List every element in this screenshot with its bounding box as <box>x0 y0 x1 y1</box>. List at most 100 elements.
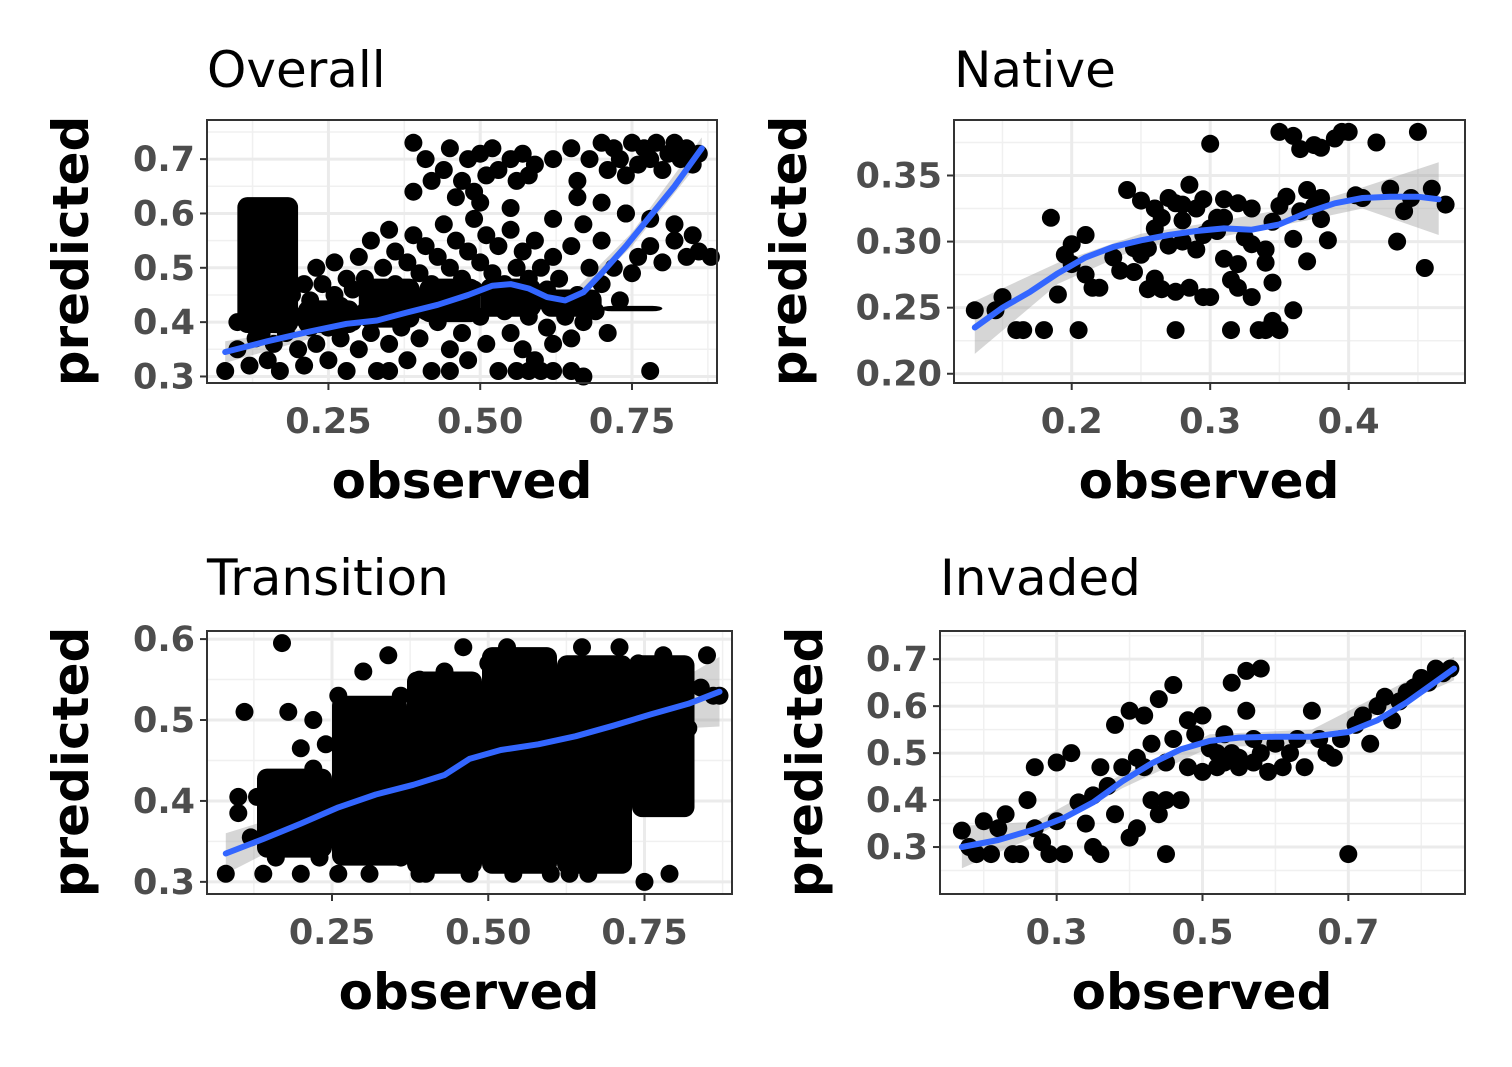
data-point <box>343 280 362 299</box>
data-point <box>993 288 1012 307</box>
x-axis-label: observed <box>1072 963 1333 1021</box>
data-point <box>573 638 591 657</box>
data-point <box>701 247 720 266</box>
data-point <box>1422 179 1441 198</box>
point-cloud-block <box>482 647 557 874</box>
data-point <box>1215 249 1233 268</box>
data-point <box>616 166 635 185</box>
data-point <box>1194 190 1213 209</box>
data-point <box>319 351 338 370</box>
data-point <box>982 845 1000 864</box>
data-point <box>428 247 447 266</box>
data-point <box>598 686 616 705</box>
data-point <box>1408 122 1427 141</box>
data-point <box>523 783 541 802</box>
data-point <box>379 646 398 665</box>
data-point <box>1228 255 1247 274</box>
data-point <box>1312 138 1330 157</box>
data-point <box>264 307 283 326</box>
data-point <box>273 634 291 653</box>
y-tick-label: 0.6 <box>133 620 195 660</box>
data-point <box>341 804 360 823</box>
y-tick-label: 0.4 <box>133 782 195 822</box>
data-point <box>1076 265 1095 284</box>
axis-ticks: 0.2 0.3 0.4 0.20 0.25 0.30 0.35 <box>856 157 1380 442</box>
data-point <box>1201 288 1220 307</box>
data-point <box>254 864 273 883</box>
axis-ticks: 0.25 0.50 0.75 0.3 0.4 0.5 0.6 <box>133 620 688 953</box>
data-point <box>538 318 556 337</box>
data-point <box>965 301 984 320</box>
smooth-line-path <box>971 193 1442 331</box>
data-point <box>1193 706 1212 725</box>
data-point <box>1298 181 1317 199</box>
panel-title: Transition <box>206 549 449 607</box>
y-tick-label: 0.25 <box>856 289 942 329</box>
data-point <box>525 231 544 250</box>
data-point <box>1361 734 1380 753</box>
x-tick-label: 0.50 <box>437 402 523 442</box>
data-point <box>216 864 235 883</box>
data-point <box>229 804 248 823</box>
data-point <box>504 864 523 883</box>
data-point <box>541 800 560 818</box>
data-point <box>404 719 423 738</box>
data-point <box>289 307 308 326</box>
data-point <box>440 258 459 277</box>
data-point <box>1166 321 1185 340</box>
data-point <box>392 286 411 304</box>
data-point <box>562 139 581 158</box>
data-point <box>554 824 573 843</box>
data-point <box>466 686 485 705</box>
data-point <box>428 313 447 332</box>
data-point <box>489 237 508 256</box>
smooth-line-path <box>222 145 705 355</box>
x-tick-label: 0.5 <box>1171 913 1233 953</box>
data-point <box>666 670 685 689</box>
data-point <box>1111 261 1130 280</box>
data-point <box>967 845 986 864</box>
data-point <box>454 638 473 657</box>
data-point <box>435 662 454 681</box>
data-point <box>366 702 385 721</box>
x-tick-label: 0.3 <box>1179 402 1241 442</box>
data-point <box>471 193 490 212</box>
smooth-line <box>222 688 723 857</box>
data-point <box>479 654 498 673</box>
data-point <box>1142 734 1161 753</box>
data-point <box>331 296 350 315</box>
data-point <box>460 864 479 883</box>
data-point <box>453 269 471 288</box>
data-point <box>541 670 560 689</box>
data-point <box>477 334 496 353</box>
data-point <box>495 302 514 321</box>
data-point <box>665 231 684 250</box>
y-tick-label: 0.7 <box>133 140 195 180</box>
data-point <box>516 662 535 681</box>
data-point <box>568 188 587 207</box>
y-tick-label: 0.4 <box>866 781 928 821</box>
data-point <box>1138 239 1157 258</box>
data-point <box>579 864 598 883</box>
data-point <box>529 848 548 867</box>
data-point <box>1035 321 1053 340</box>
data-point <box>266 848 285 867</box>
data-point <box>1118 181 1137 199</box>
data-point <box>404 226 423 245</box>
data-point <box>301 291 320 310</box>
data-point <box>1157 791 1175 810</box>
data-point <box>1277 187 1296 206</box>
data-point <box>574 215 593 234</box>
data-point <box>289 340 308 359</box>
data-point <box>1256 240 1275 259</box>
data-point <box>1180 278 1199 297</box>
data-point <box>1106 715 1124 734</box>
y-tick-label: 0.20 <box>856 355 942 395</box>
data-point <box>1166 282 1185 301</box>
data-point <box>641 362 660 380</box>
data-point <box>525 155 544 174</box>
data-point <box>1284 126 1303 145</box>
data-point <box>507 362 526 380</box>
data-point <box>510 816 529 835</box>
data-point <box>429 743 448 762</box>
